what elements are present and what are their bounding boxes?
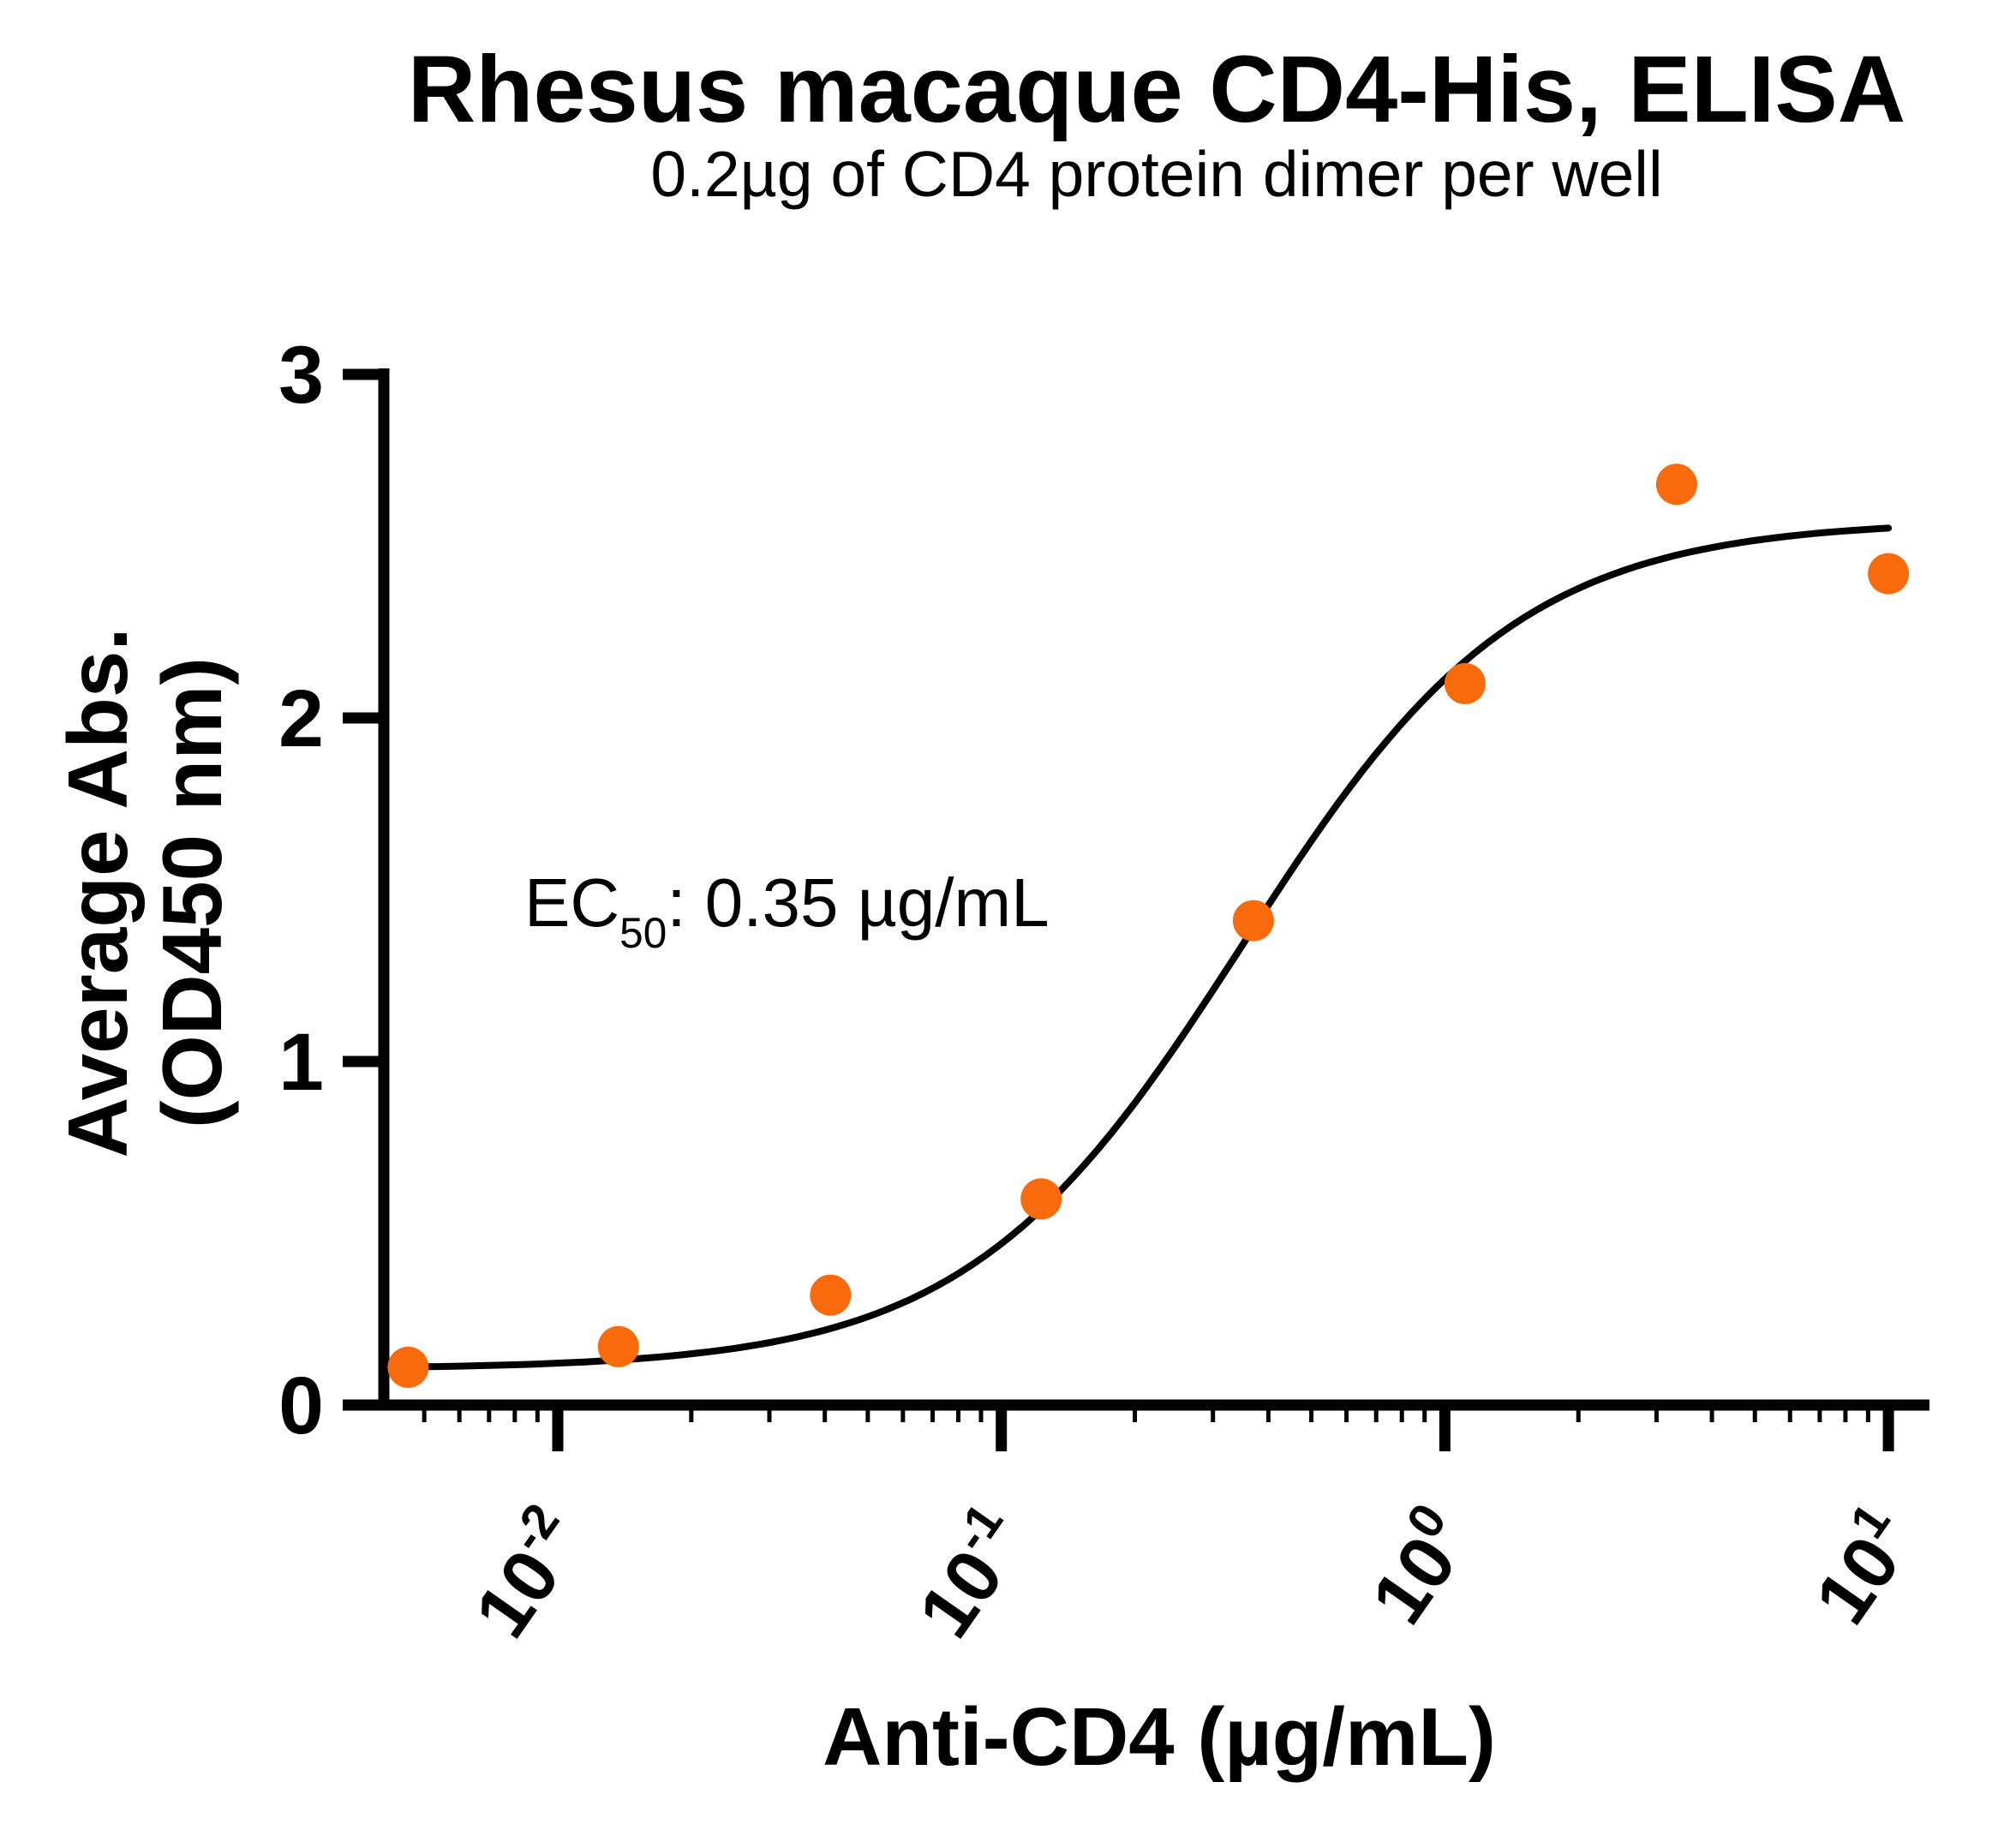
ec50-annotation-value: : 0.35 µg/mL [667,864,1050,941]
y-tick-label: 1 [278,1017,324,1108]
fit-curve [380,524,1893,1371]
data-point [1655,463,1697,505]
x-axis-ticks: 10-2 10-1 100 101 [452,1405,1932,1652]
y-tick-label: 2 [278,673,324,764]
fit-curve-group [380,524,1893,1371]
x-tick-label: 10-1 [894,1493,1044,1652]
chart-title: Rhesus macaque CD4-His, ELISA [407,37,1906,142]
data-point [1868,553,1910,595]
x-axis-minor-ticks [422,1410,1870,1422]
data-point [810,1274,852,1316]
x-tick-label: 10-2 [452,1493,601,1652]
ec50-annotation-prefix: EC [524,864,620,941]
y-axis-title-line1: Average Abs. [51,627,145,1157]
ec50-annotation: EC50: 0.35 µg/mL [524,869,1050,954]
x-axis-title: Anti-CD4 (µg/mL) [823,1691,1496,1783]
data-point [1232,900,1274,942]
ec50-annotation-subscript: 50 [619,908,667,957]
x-tick-label: 100 [1348,1493,1488,1638]
data-points [387,463,1910,1388]
axes [343,368,1929,1411]
data-point [1020,1178,1062,1220]
data-point [597,1325,639,1367]
y-axis-ticks: 0 1 2 3 [278,330,384,1451]
data-point [387,1346,429,1388]
y-axis-title-line2: (OD450 nm) [145,657,239,1128]
x-tick-label: 101 [1792,1493,1932,1638]
data-point [1444,662,1486,704]
y-tick-label: 3 [278,330,324,421]
chart-subtitle: 0.2µg of CD4 protein dimer per well [650,138,1663,210]
y-tick-label: 0 [278,1361,324,1451]
